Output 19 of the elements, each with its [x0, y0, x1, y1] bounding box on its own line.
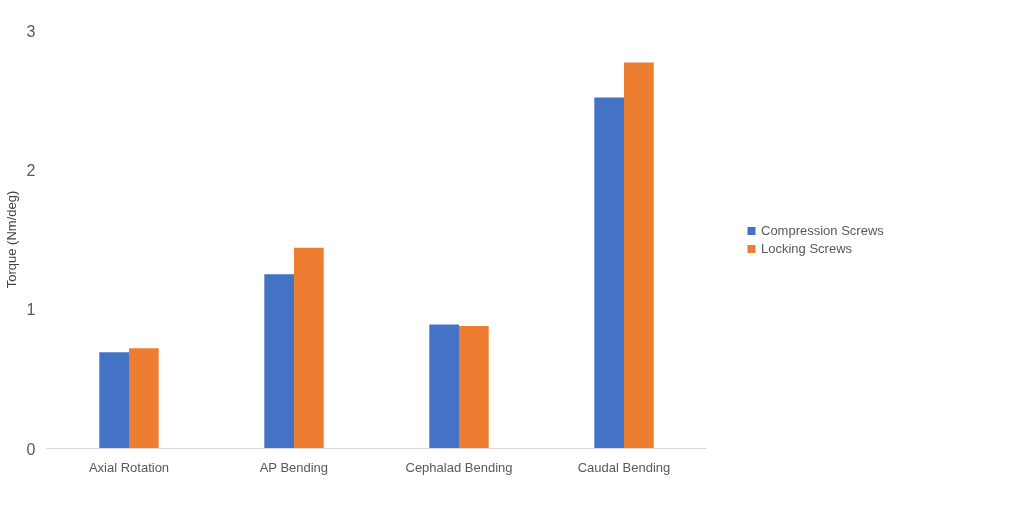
y-tick-label: 2	[26, 161, 36, 179]
bar	[594, 97, 624, 449]
bar	[294, 247, 324, 449]
bar	[429, 324, 459, 449]
x-tick-label: Cephalad Bending	[405, 459, 513, 475]
bar	[459, 325, 489, 449]
y-tick-label: 3	[26, 22, 36, 40]
legend-label: Locking Screws	[761, 240, 853, 256]
bar	[264, 274, 294, 449]
x-tick-label: Caudal Bending	[577, 459, 671, 475]
bar	[624, 62, 654, 449]
x-tick-label: Axial Rotation	[88, 459, 170, 475]
legend-label: Compression Screws	[761, 222, 884, 238]
x-tick-label: AP Bending	[259, 459, 329, 475]
bar	[99, 352, 129, 449]
y-tick-label: 1	[26, 301, 36, 319]
y-axis-title: Torque (Nm/deg)	[3, 190, 19, 289]
bar	[129, 348, 159, 449]
y-tick-label: 0	[26, 440, 36, 458]
